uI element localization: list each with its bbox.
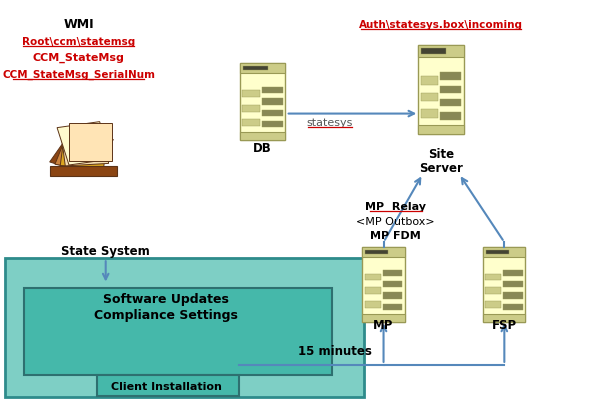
Bar: [262, 122, 283, 128]
Bar: [420, 77, 438, 85]
Bar: [440, 100, 461, 107]
Bar: [262, 110, 283, 117]
Bar: [483, 248, 525, 257]
Text: MP: MP: [373, 318, 394, 331]
Bar: [242, 105, 260, 112]
Text: Site: Site: [428, 148, 454, 161]
Bar: [242, 91, 260, 98]
Bar: [240, 64, 285, 140]
Bar: [383, 304, 402, 310]
Bar: [262, 87, 283, 94]
Bar: [504, 282, 523, 288]
Bar: [504, 304, 523, 310]
Bar: [24, 289, 332, 375]
Text: Compliance Settings: Compliance Settings: [94, 308, 238, 321]
Text: Server: Server: [419, 162, 463, 175]
Bar: [418, 46, 463, 134]
Text: 15 minutes: 15 minutes: [298, 344, 372, 357]
Bar: [486, 250, 509, 255]
Bar: [421, 49, 446, 55]
Bar: [243, 67, 268, 71]
Bar: [60, 128, 109, 169]
Text: statesys: statesys: [306, 117, 352, 127]
Bar: [364, 302, 381, 308]
Bar: [5, 259, 364, 397]
Bar: [440, 73, 461, 81]
Bar: [57, 122, 112, 166]
Bar: [240, 64, 285, 74]
Bar: [69, 124, 112, 161]
Bar: [440, 87, 461, 94]
Bar: [420, 110, 438, 118]
Text: WMI: WMI: [63, 18, 94, 31]
Text: FSP: FSP: [492, 318, 517, 331]
Bar: [418, 46, 463, 58]
Bar: [55, 128, 112, 172]
Text: DB: DB: [253, 142, 272, 155]
Bar: [383, 270, 402, 277]
Text: <MP Outbox>: <MP Outbox>: [356, 217, 435, 226]
Bar: [240, 133, 285, 140]
Text: MP FDM: MP FDM: [370, 231, 421, 241]
Bar: [362, 248, 405, 322]
Text: CCM_StateMsg: CCM_StateMsg: [33, 53, 124, 63]
Bar: [383, 293, 402, 299]
Bar: [365, 250, 388, 255]
Bar: [383, 282, 402, 288]
Bar: [97, 375, 239, 396]
Bar: [485, 302, 501, 308]
Bar: [418, 126, 463, 134]
Bar: [262, 99, 283, 105]
Bar: [60, 126, 109, 166]
Text: State System: State System: [62, 244, 150, 257]
Bar: [242, 119, 260, 127]
Bar: [483, 248, 525, 322]
Bar: [485, 274, 501, 281]
Bar: [364, 288, 381, 295]
Bar: [440, 113, 461, 120]
Bar: [483, 314, 525, 322]
Text: Software Updates: Software Updates: [103, 292, 229, 305]
Bar: [362, 314, 405, 322]
Bar: [364, 274, 381, 281]
Text: Auth\statesys.box\incoming: Auth\statesys.box\incoming: [359, 20, 523, 30]
Bar: [50, 166, 117, 176]
Bar: [362, 248, 405, 257]
Text: CCM_StateMsg_SerialNum: CCM_StateMsg_SerialNum: [2, 69, 155, 79]
Bar: [504, 293, 523, 299]
Bar: [420, 94, 438, 102]
Bar: [485, 288, 501, 295]
Bar: [50, 128, 114, 175]
Text: MP  Relay: MP Relay: [365, 202, 426, 211]
Bar: [504, 270, 523, 277]
Text: Root\ccm\statemsg: Root\ccm\statemsg: [22, 37, 135, 47]
Text: Client Installation: Client Installation: [111, 381, 222, 391]
